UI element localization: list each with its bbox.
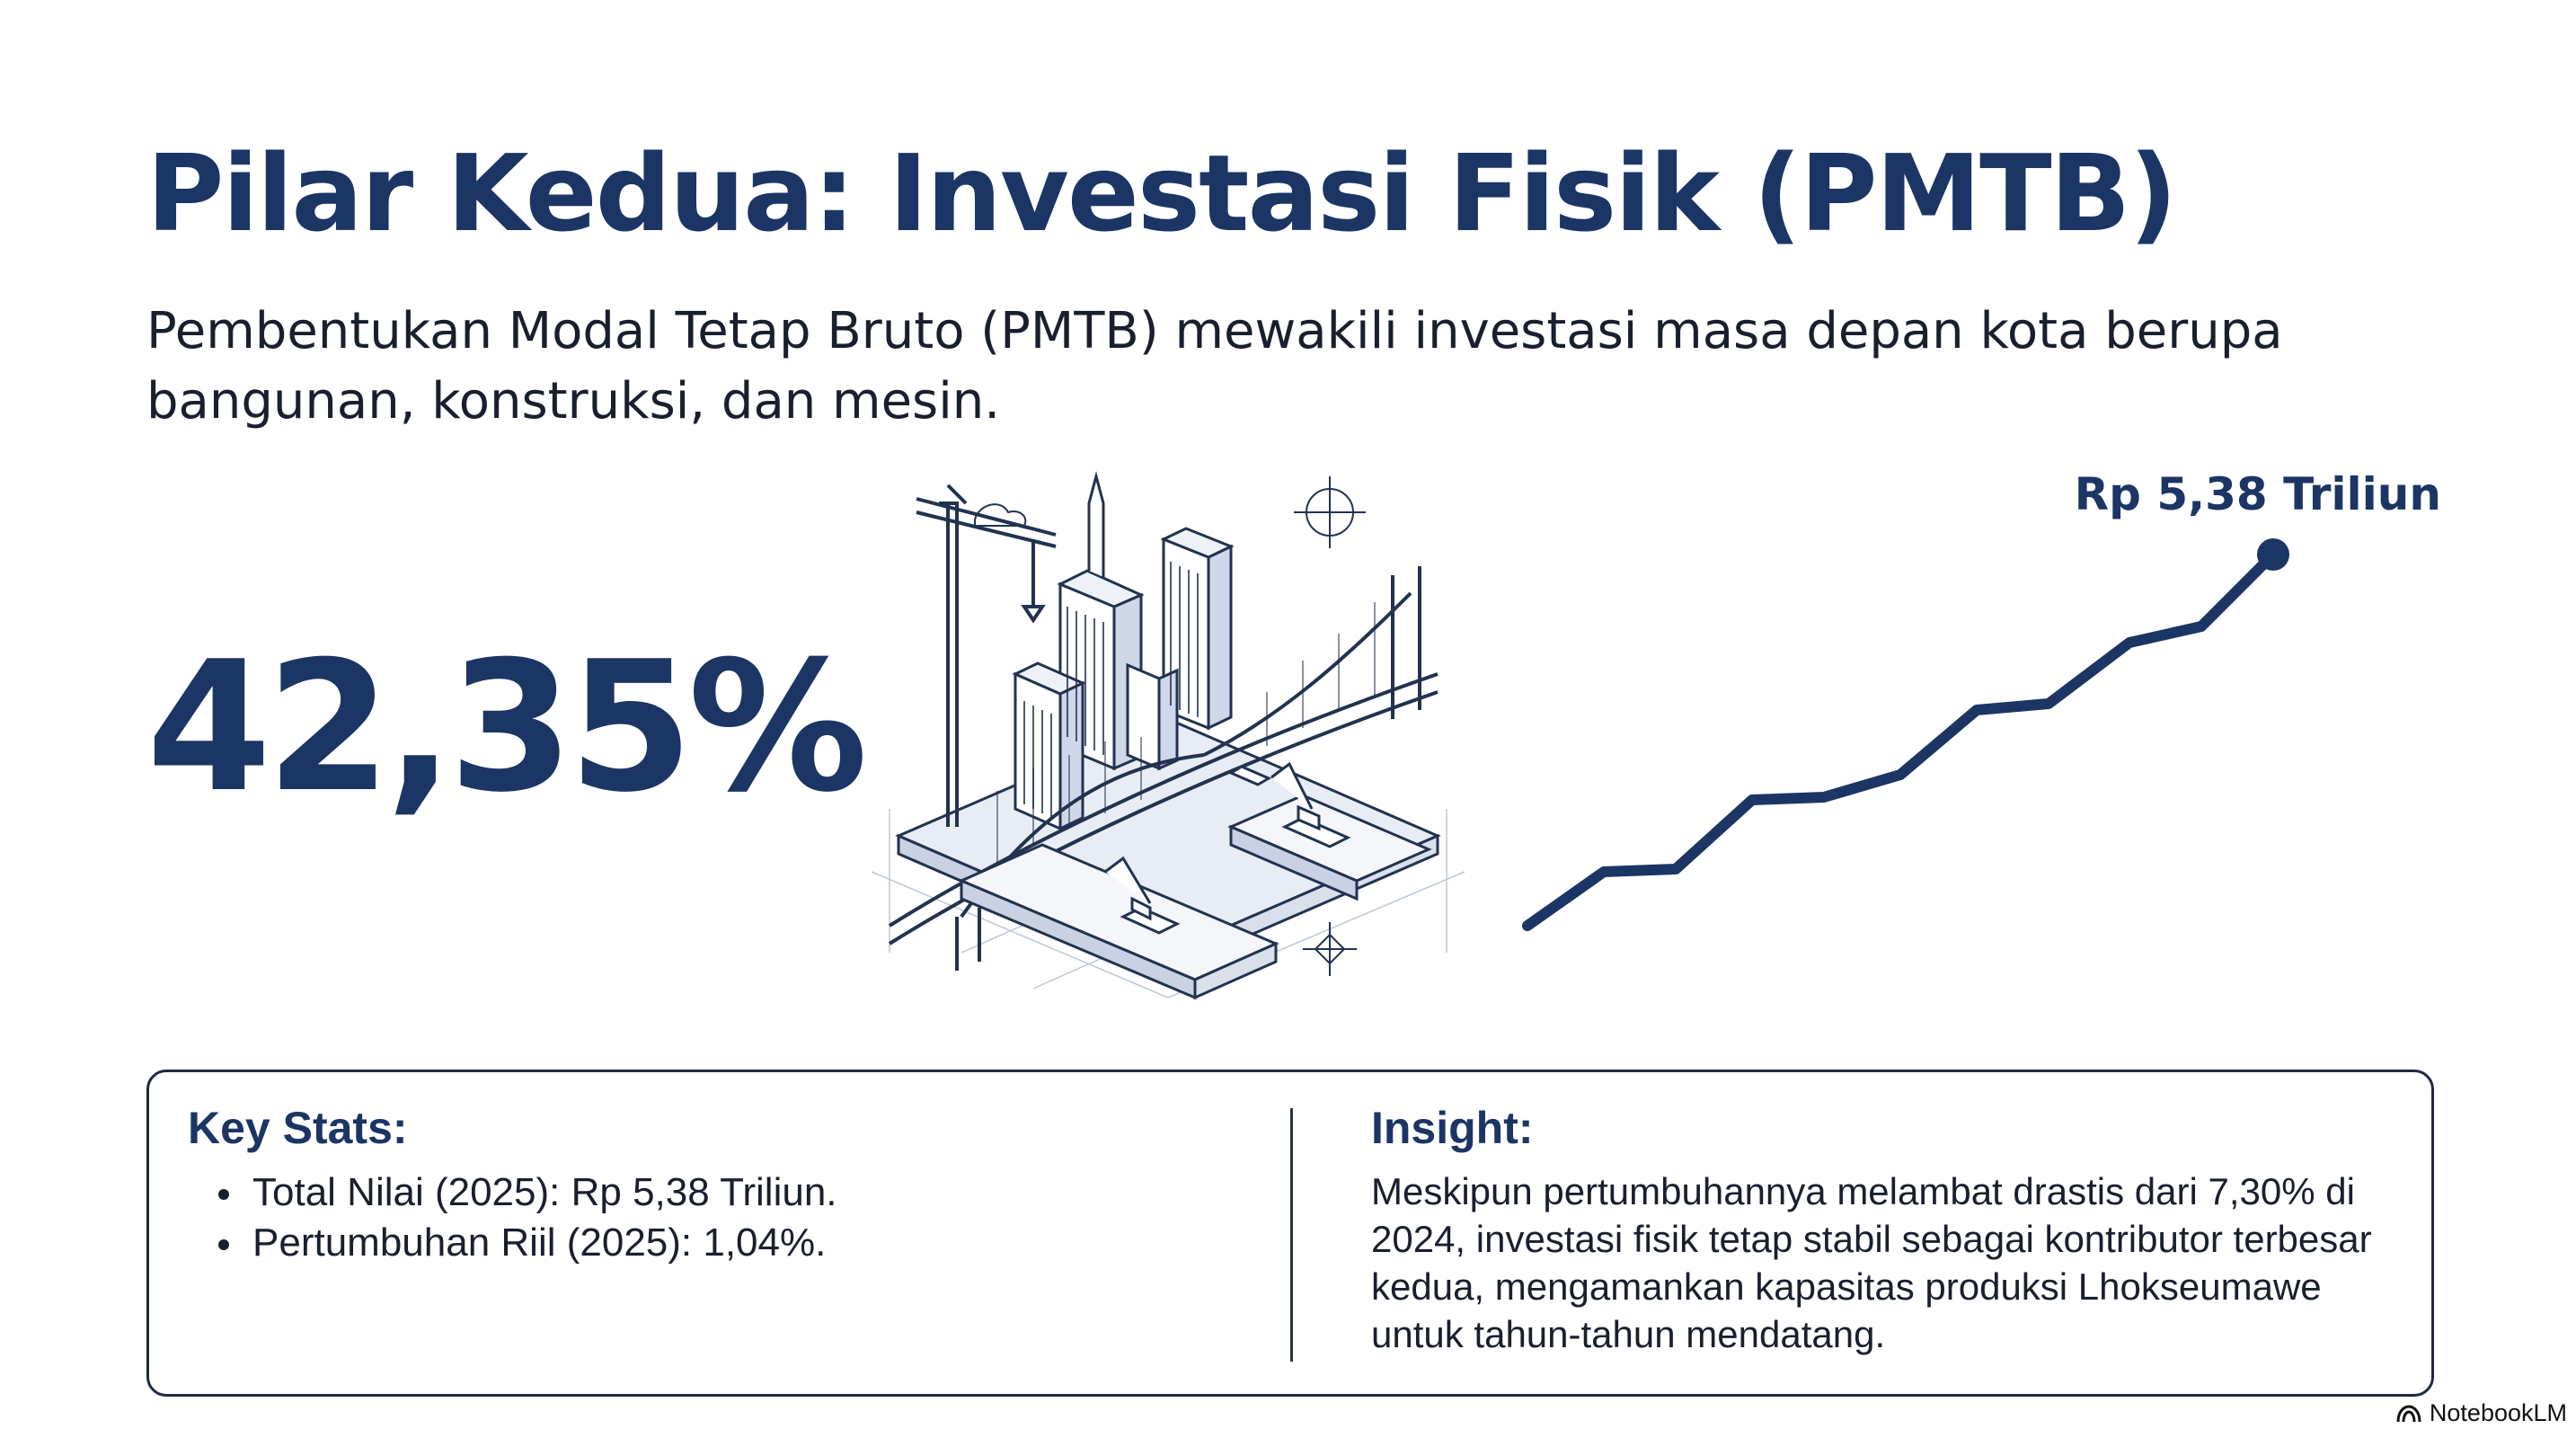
- city-construction-icon: [871, 471, 1465, 1000]
- key-stats-list: Total Nilai (2025): Rp 5,38 Triliun. Per…: [188, 1167, 1248, 1268]
- bullet-icon: [218, 1189, 229, 1200]
- stats-panel: Key Stats: Total Nilai (2025): Rp 5,38 T…: [146, 1070, 2434, 1397]
- page-title: Pilar Kedua: Investasi Fisik (PMTB): [146, 131, 2177, 255]
- stat-total-value: Total Nilai (2025): Rp 5,38 Triliun.: [252, 1170, 837, 1214]
- stat-real-growth: Pertumbuhan Riil (2025): 1,04%.: [252, 1221, 827, 1265]
- list-item: Pertumbuhan Riil (2025): 1,04%.: [188, 1218, 1248, 1268]
- trend-line-icon: [1522, 538, 2289, 931]
- brand-name: NotebookLM: [2429, 1399, 2567, 1426]
- insight-heading: Insight:: [1371, 1103, 1534, 1153]
- panel-divider: [1290, 1108, 1293, 1362]
- brand-badge: NotebookLM: [2395, 1399, 2567, 1427]
- insight-text: Meskipun pertumbuhannya melambat drastis…: [1371, 1170, 2372, 1355]
- bullet-icon: [218, 1239, 229, 1250]
- notebooklm-logo-icon: [2396, 1404, 2421, 1422]
- share-percentage: 42,35%: [146, 623, 868, 832]
- page-subtitle: Pembentukan Modal Tetap Bruto (PMTB) mew…: [146, 302, 2283, 431]
- trend-end-label: Rp 5,38 Triliun: [2074, 468, 2441, 520]
- key-stats-heading: Key Stats:: [188, 1103, 408, 1153]
- key-stats-section: Key Stats: Total Nilai (2025): Rp 5,38 T…: [188, 1099, 1248, 1268]
- insight-section: Insight: Meskipun pertumbuhannya melamba…: [1371, 1099, 2413, 1358]
- list-item: Total Nilai (2025): Rp 5,38 Triliun.: [188, 1167, 1248, 1218]
